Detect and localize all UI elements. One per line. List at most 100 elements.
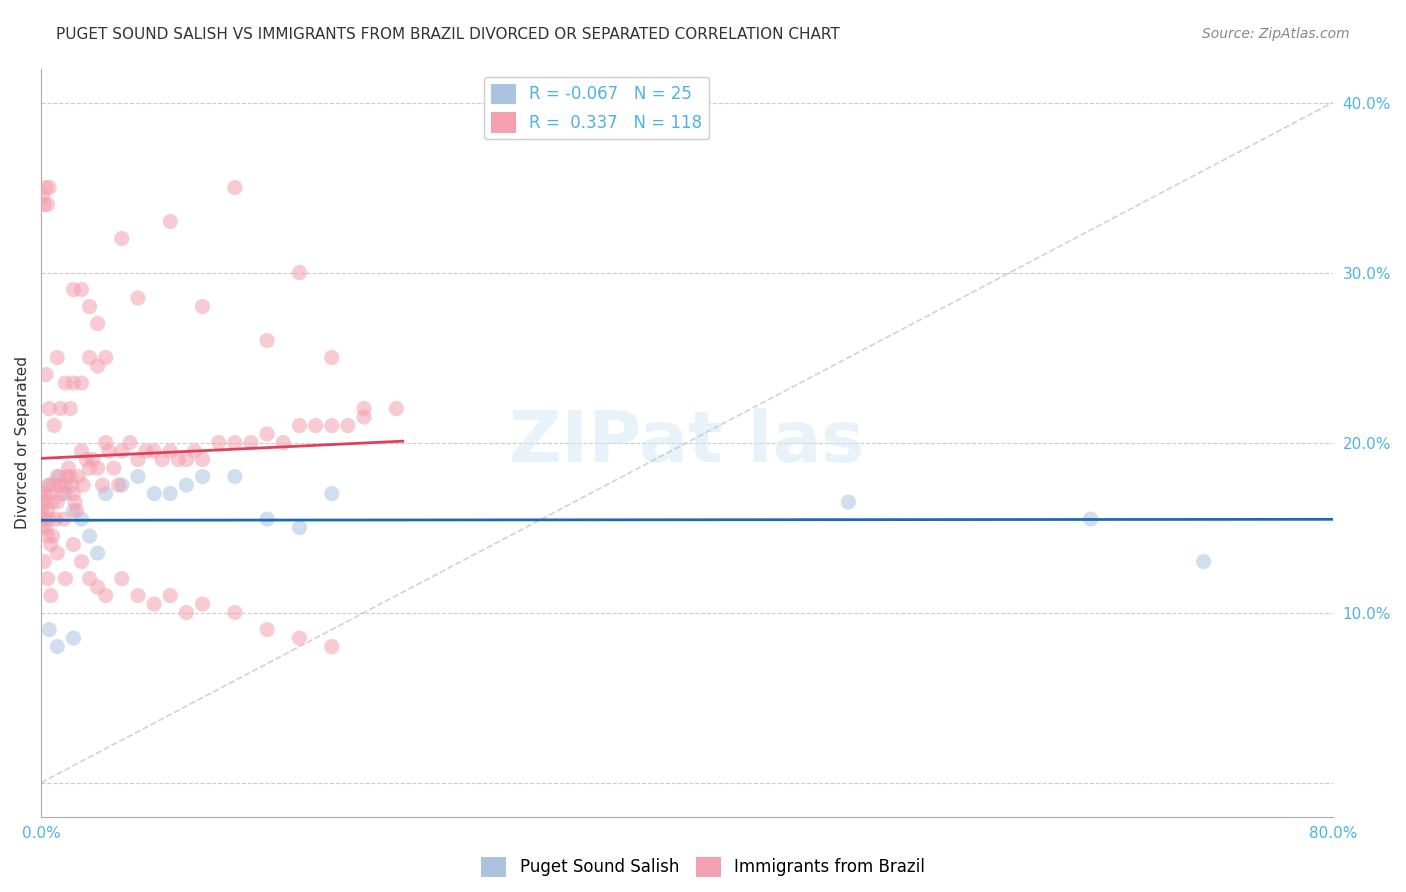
Point	[38, 512, 60, 526]
Point	[304, 418, 326, 433]
Point	[159, 486, 181, 500]
Point	[62, 503, 84, 517]
Point	[53, 572, 76, 586]
Point	[35, 495, 58, 509]
Point	[837, 495, 859, 509]
Point	[79, 572, 101, 586]
Point	[37, 572, 59, 586]
Point	[70, 376, 93, 390]
Point	[46, 351, 69, 365]
Point	[94, 589, 117, 603]
Point	[72, 478, 94, 492]
Point	[159, 589, 181, 603]
Point	[256, 512, 278, 526]
Point	[35, 520, 58, 534]
Point	[79, 351, 101, 365]
Point	[86, 580, 108, 594]
Text: Source: ZipAtlas.com: Source: ZipAtlas.com	[1202, 27, 1350, 41]
Point	[39, 538, 62, 552]
Point	[37, 503, 59, 517]
Point	[191, 597, 214, 611]
Point	[38, 478, 60, 492]
Point	[191, 469, 214, 483]
Point	[79, 461, 101, 475]
Point	[94, 351, 117, 365]
Point	[167, 452, 190, 467]
Point	[353, 401, 375, 416]
Point	[191, 452, 214, 467]
Point	[82, 452, 104, 467]
Point	[75, 452, 97, 467]
Point	[271, 435, 294, 450]
Point	[70, 283, 93, 297]
Point	[31, 495, 53, 509]
Point	[118, 435, 141, 450]
Point	[42, 478, 65, 492]
Point	[30, 486, 52, 500]
Point	[48, 469, 70, 483]
Point	[45, 512, 67, 526]
Point	[39, 589, 62, 603]
Point	[288, 418, 311, 433]
Point	[37, 529, 59, 543]
Point	[70, 512, 93, 526]
Point	[46, 640, 69, 654]
Point	[256, 334, 278, 348]
Point	[321, 418, 343, 433]
Point	[56, 469, 79, 483]
Point	[127, 589, 149, 603]
Point	[62, 486, 84, 500]
Point	[288, 631, 311, 645]
Point	[35, 180, 58, 194]
Point	[60, 478, 83, 492]
Point	[66, 503, 89, 517]
Point	[38, 623, 60, 637]
Point	[127, 452, 149, 467]
Point	[79, 300, 101, 314]
Point	[79, 529, 101, 543]
Point	[31, 189, 53, 203]
Point	[1192, 555, 1215, 569]
Point	[224, 469, 246, 483]
Point	[103, 461, 125, 475]
Point	[91, 478, 114, 492]
Point	[353, 410, 375, 425]
Point	[62, 376, 84, 390]
Point	[34, 486, 56, 500]
Point	[53, 486, 76, 500]
Point	[224, 180, 246, 194]
Point	[49, 478, 72, 492]
Point	[1080, 512, 1102, 526]
Point	[143, 597, 166, 611]
Point	[288, 266, 311, 280]
Point	[240, 435, 263, 450]
Point	[34, 512, 56, 526]
Point	[111, 231, 134, 245]
Point	[94, 435, 117, 450]
Point	[53, 376, 76, 390]
Point	[41, 495, 63, 509]
Point	[86, 461, 108, 475]
Point	[52, 512, 75, 526]
Point	[62, 631, 84, 645]
Point	[62, 538, 84, 552]
Point	[208, 435, 231, 450]
Point	[35, 368, 58, 382]
Point	[107, 478, 129, 492]
Point	[94, 486, 117, 500]
Point	[256, 623, 278, 637]
Point	[30, 512, 52, 526]
Point	[49, 401, 72, 416]
Point	[127, 469, 149, 483]
Point	[42, 418, 65, 433]
Point	[159, 444, 181, 458]
Point	[135, 444, 157, 458]
Point	[59, 401, 82, 416]
Point	[321, 486, 343, 500]
Point	[70, 444, 93, 458]
Point	[39, 486, 62, 500]
Point	[183, 444, 205, 458]
Point	[31, 520, 53, 534]
Point	[62, 283, 84, 297]
Point	[288, 520, 311, 534]
